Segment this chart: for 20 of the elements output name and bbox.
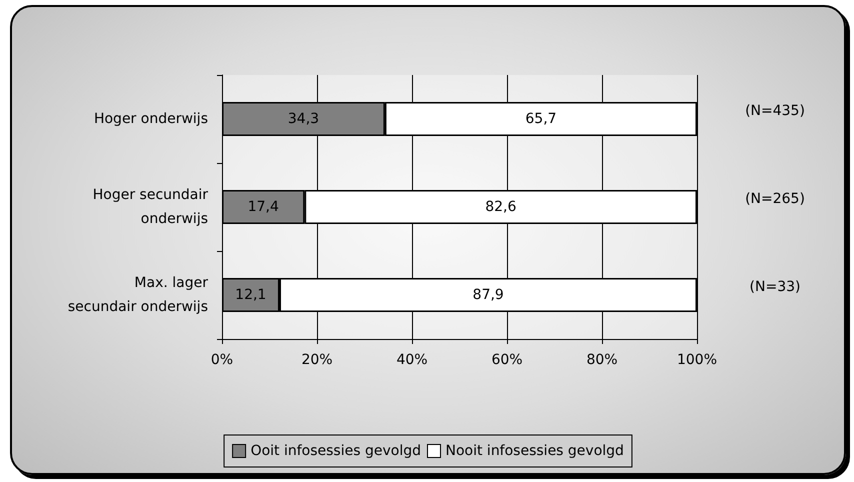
data-label: 87,9 — [472, 287, 504, 303]
x-tick-label: 100% — [676, 352, 718, 368]
x-tick-label: 0% — [210, 352, 234, 368]
x-tick-label: 20% — [301, 352, 333, 368]
x-tick-label: 60% — [491, 352, 523, 368]
text: (N=435) — [745, 103, 805, 119]
x-tick-label: 40% — [396, 352, 428, 368]
legend-label: Ooit infosessies gevolgd — [250, 443, 421, 459]
y-tick-label: Max. lager secundair onderwijs — [68, 275, 208, 315]
data-label: 65,7 — [525, 111, 557, 127]
y-tick-label: Hoger secundair onderwijs — [92, 187, 208, 227]
text: (N=265) — [745, 191, 805, 207]
text: (N=33) — [750, 279, 800, 295]
data-label: 17,4 — [248, 199, 280, 215]
legend-label: Nooit infosessies gevolgd — [445, 443, 624, 459]
data-label: 34,3 — [288, 111, 320, 127]
x-tick-label: 80% — [586, 352, 618, 368]
data-label: 12,1 — [235, 287, 266, 303]
data-label: 82,6 — [485, 199, 517, 215]
y-tick-label: Hoger onderwijs — [94, 111, 208, 127]
